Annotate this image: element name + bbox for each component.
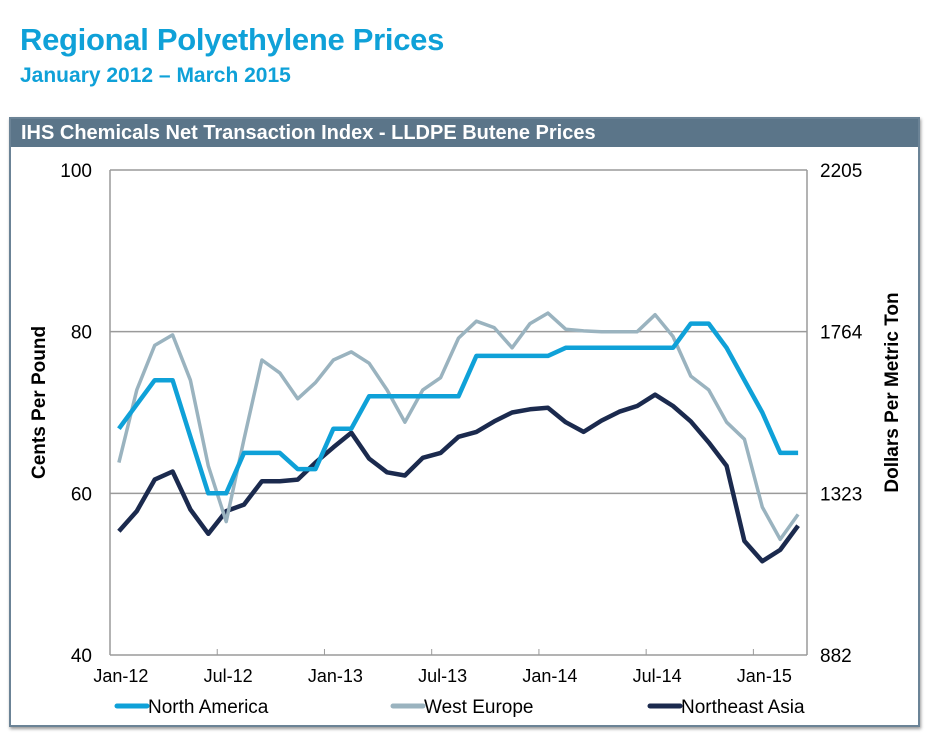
page-title: Regional Polyethylene Prices (20, 22, 445, 57)
legend-label: West Europe (424, 697, 533, 718)
y2-tick-label: 1764 (820, 323, 863, 344)
chart-frame: IHS Chemicals Net Transaction Index - LL… (9, 117, 920, 727)
x-tick-label: Jan-13 (308, 666, 363, 686)
x-tick-label: Jul-14 (633, 666, 682, 686)
series-line-north-america (117, 321, 799, 496)
y-tick-label: 60 (71, 484, 92, 505)
y2-axis-title: Dollars Per Metric Ton (882, 292, 903, 492)
legend-label: Northeast Asia (681, 697, 805, 718)
x-tick-label: Jan-12 (93, 666, 148, 686)
series-line-west-europe (117, 311, 800, 542)
y2-tick-label: 882 (820, 646, 852, 667)
y2-tick-label: 1323 (820, 484, 862, 505)
chart-title: IHS Chemicals Net Transaction Index - LL… (11, 119, 918, 147)
y-tick-label: 40 (71, 646, 92, 667)
x-tick-label: Jul-13 (418, 666, 467, 686)
y-tick-label: 100 (60, 161, 92, 182)
y-axis-title: Cents Per Pound (29, 326, 50, 479)
x-tick-label: Jan-14 (522, 666, 577, 686)
x-tick-label: Jan-15 (737, 666, 792, 686)
x-tick-label: Jul-12 (204, 666, 253, 686)
legend-label: North America (148, 697, 269, 718)
page-subtitle: January 2012 – March 2015 (20, 64, 291, 87)
series-line-northeast-asia (117, 392, 800, 564)
y-tick-label: 80 (71, 323, 92, 344)
y2-tick-label: 2205 (820, 161, 862, 182)
